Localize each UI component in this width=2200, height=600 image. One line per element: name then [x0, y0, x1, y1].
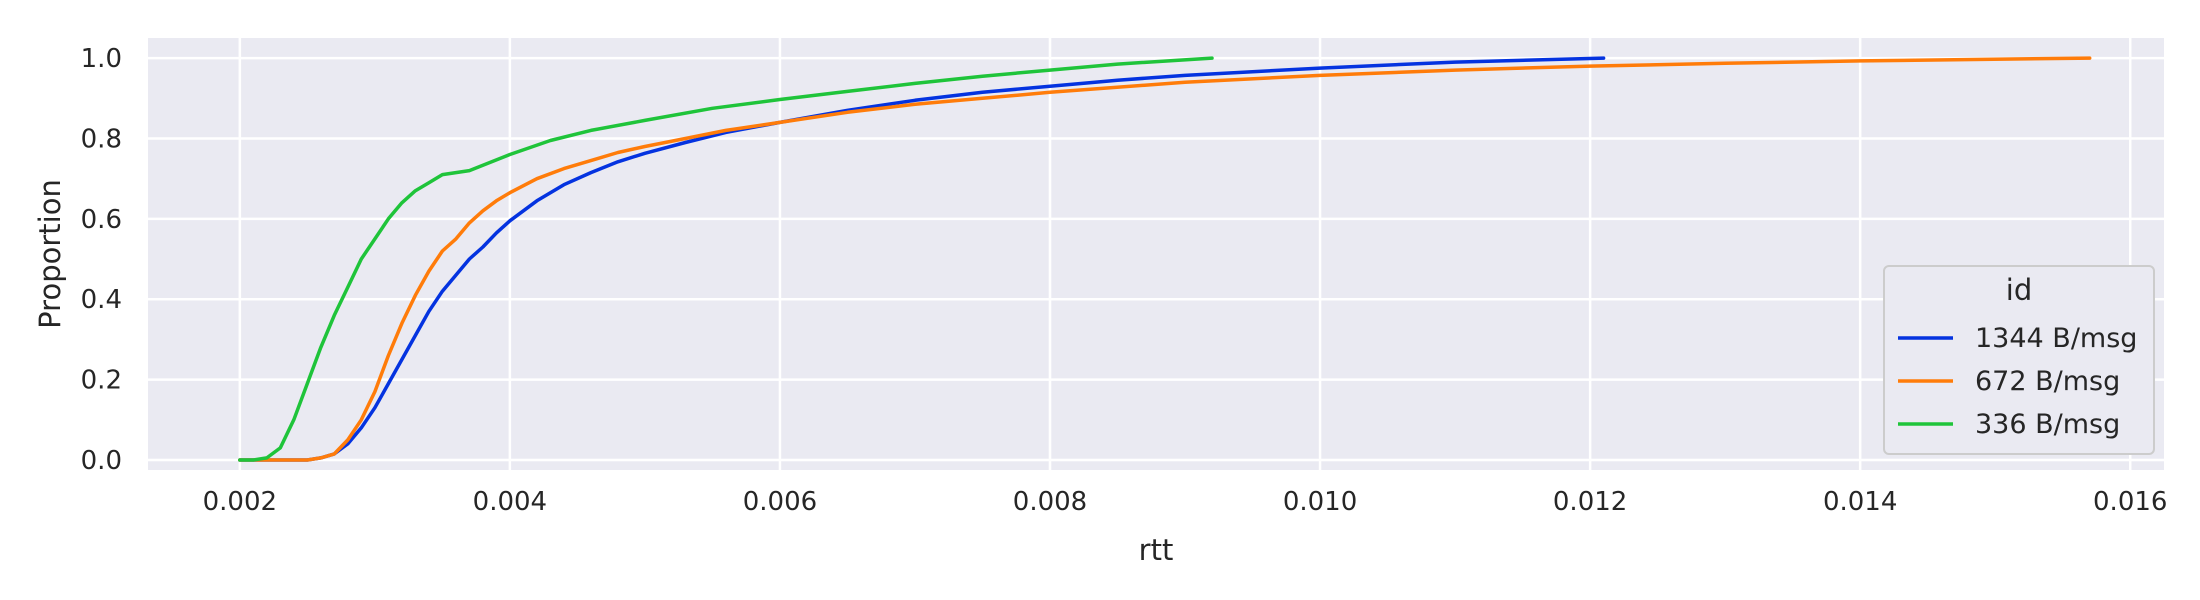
- x-tick-label: 0.004: [473, 487, 547, 517]
- x-axis-label: rtt: [1139, 533, 1174, 567]
- plot-area: [148, 38, 2164, 470]
- y-tick-label: 0.4: [81, 285, 122, 315]
- legend-title: id: [2006, 273, 2032, 307]
- x-tick-label: 0.008: [1013, 487, 1087, 517]
- legend-box: [1883, 265, 2155, 455]
- series-lines: [238, 56, 2092, 462]
- x-tick-label: 0.010: [1283, 487, 1357, 517]
- series-line-1: [238, 56, 2092, 462]
- x-tick-label: 0.002: [203, 487, 277, 517]
- y-tick-label: 0.6: [81, 205, 122, 235]
- legend: id 1344 B/msg 672 B/msg 336 B/msg: [1883, 265, 2155, 455]
- y-axis-label: Proportion: [33, 179, 67, 329]
- legend-items: 1344 B/msg 672 B/msg 336 B/msg: [1898, 323, 2137, 440]
- y-tick-label: 1.0: [81, 44, 122, 74]
- legend-label-2: 336 B/msg: [1975, 409, 2120, 440]
- x-tick-labels: 0.002 0.004 0.006 0.008 0.010 0.012 0.014 0.016: [203, 487, 2168, 517]
- series-line-0: [238, 56, 1606, 462]
- y-tick-label: 0.8: [81, 124, 122, 154]
- series-line-2: [238, 56, 1214, 462]
- y-gridlines: [148, 56, 2164, 462]
- legend-label-1: 672 B/msg: [1975, 366, 2120, 397]
- y-tick-label: 0.0: [81, 446, 122, 476]
- legend-label-0: 1344 B/msg: [1975, 323, 2137, 354]
- y-tick-label: 0.2: [81, 366, 122, 396]
- x-tick-label: 0.014: [1823, 487, 1897, 517]
- x-tick-label: 0.016: [2093, 487, 2167, 517]
- x-gridlines: [238, 38, 2132, 470]
- y-tick-labels: 0.0 0.2 0.4 0.6 0.8 1.0: [81, 44, 122, 476]
- x-tick-label: 0.006: [743, 487, 817, 517]
- x-tick-label: 0.012: [1553, 487, 1627, 517]
